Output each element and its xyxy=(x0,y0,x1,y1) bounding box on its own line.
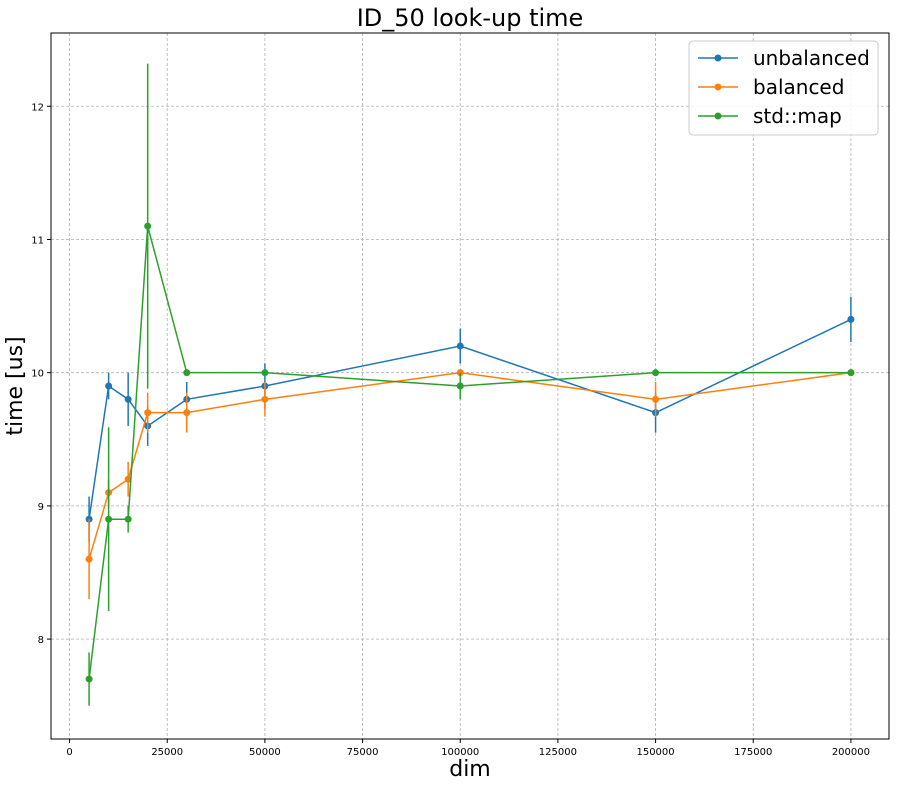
data-point xyxy=(105,382,113,390)
series-3 xyxy=(85,63,855,706)
x-tick-label: 175000 xyxy=(734,747,772,758)
legend-label: std::map xyxy=(753,104,842,128)
legend-marker xyxy=(714,112,722,120)
series-line xyxy=(88,225,851,680)
x-tick-label: 125000 xyxy=(539,747,577,758)
series-2 xyxy=(85,369,855,600)
y-tick-label: 11 xyxy=(31,235,44,246)
data-point xyxy=(652,395,660,403)
series-line xyxy=(88,371,852,560)
x-axis-label: dim xyxy=(449,757,491,782)
data-point xyxy=(105,515,113,523)
chart-title: ID_50 look-up time xyxy=(357,4,584,32)
data-point xyxy=(124,395,132,403)
x-tick-label: 0 xyxy=(66,747,72,758)
data-point xyxy=(124,475,132,483)
data-point xyxy=(183,369,191,377)
data-point xyxy=(144,409,152,417)
legend-label: balanced xyxy=(753,75,844,99)
x-tick-label: 50000 xyxy=(249,747,281,758)
data-point xyxy=(456,382,464,390)
y-tick-label: 10 xyxy=(31,369,44,380)
data-point xyxy=(261,395,269,403)
data-point xyxy=(144,222,152,230)
x-tick-label: 200000 xyxy=(832,747,870,758)
data-point xyxy=(85,675,93,683)
x-tick-label: 75000 xyxy=(347,747,379,758)
data-point xyxy=(183,409,191,417)
y-tick-label: 8 xyxy=(38,635,44,646)
x-tick-label: 150000 xyxy=(636,747,674,758)
series-1 xyxy=(85,296,855,542)
data-point xyxy=(847,369,855,377)
ticks: 0 25000 50000 75000 100000 125000 150000 175000… xyxy=(31,102,870,758)
data-point xyxy=(85,555,93,563)
x-tick-label: 100000 xyxy=(441,747,479,758)
series-layer xyxy=(85,63,855,706)
y-tick-label: 9 xyxy=(38,502,44,513)
data-point xyxy=(652,369,660,377)
y-tick-label: 12 xyxy=(31,102,44,113)
legend-marker xyxy=(714,83,722,91)
data-point xyxy=(261,369,269,377)
data-point xyxy=(847,315,855,323)
data-point xyxy=(456,342,464,350)
y-axis-label: time [us] xyxy=(3,336,28,435)
data-point xyxy=(124,515,132,523)
legend-box xyxy=(688,40,879,136)
legend-label: unbalanced xyxy=(753,46,870,70)
x-tick-label: 25000 xyxy=(151,747,183,758)
legend-marker xyxy=(714,54,722,62)
series-line xyxy=(88,318,852,520)
plot-frame xyxy=(50,32,890,740)
